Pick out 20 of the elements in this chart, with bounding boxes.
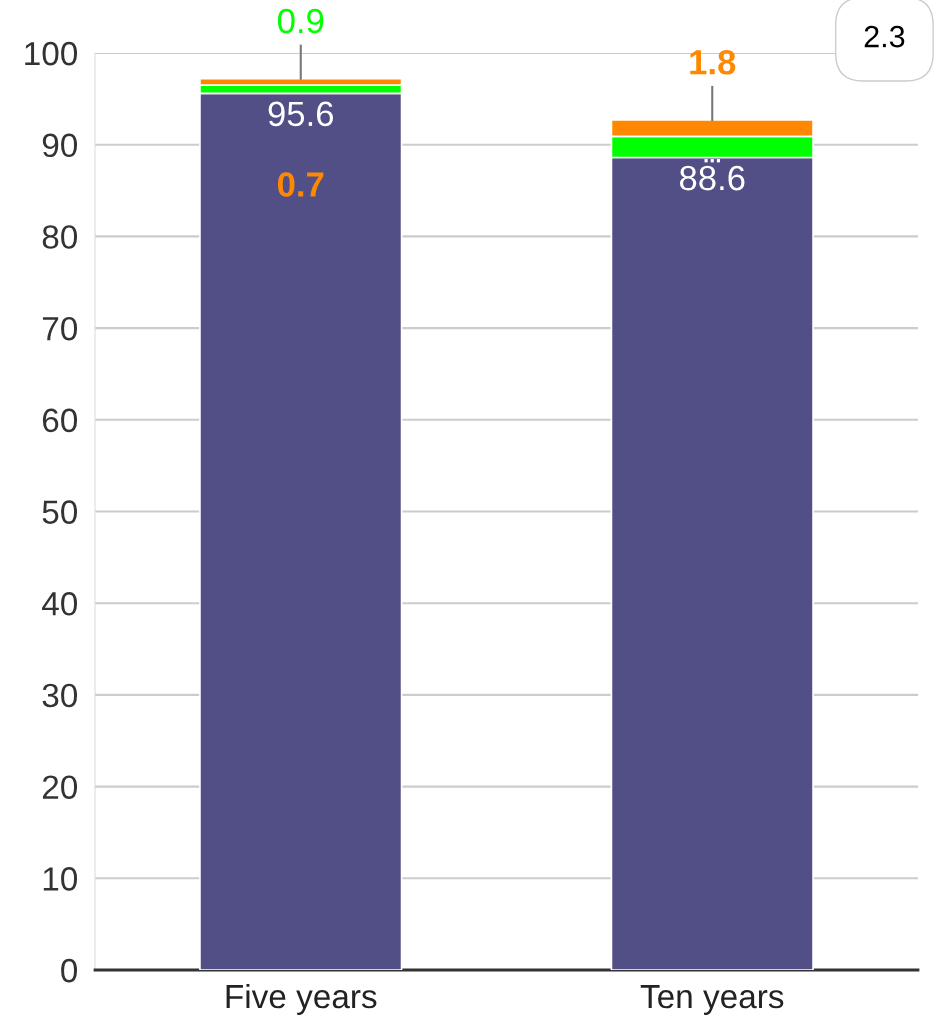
y-tick-label: 20 xyxy=(42,775,78,800)
x-tick-label: Five years xyxy=(226,983,377,1015)
data-label: 0.9 xyxy=(277,8,324,34)
data-label: 88.6 xyxy=(679,165,745,191)
data-label: ... xyxy=(704,159,720,163)
y-tick-label: 0 xyxy=(61,958,78,983)
y-tick-label: 50 xyxy=(42,500,78,524)
data-label: 1.8 xyxy=(690,49,736,75)
y-tick-label: 10 xyxy=(43,867,78,891)
y-tick-label: 40 xyxy=(42,592,78,616)
data-label: 0.7 xyxy=(277,172,324,197)
y-tick-label: 30 xyxy=(42,683,78,708)
y-tick-label: 100 xyxy=(25,41,78,66)
y-tick-label: 90 xyxy=(42,133,78,158)
x-tick-label: Ten years xyxy=(640,985,784,1015)
y-tick-label: 80 xyxy=(42,225,78,249)
text: 2.3 xyxy=(864,25,905,48)
y-tick-label: 60 xyxy=(42,408,78,433)
data-label: 95.6 xyxy=(268,101,334,127)
y-tick-label: 70 xyxy=(42,316,78,341)
